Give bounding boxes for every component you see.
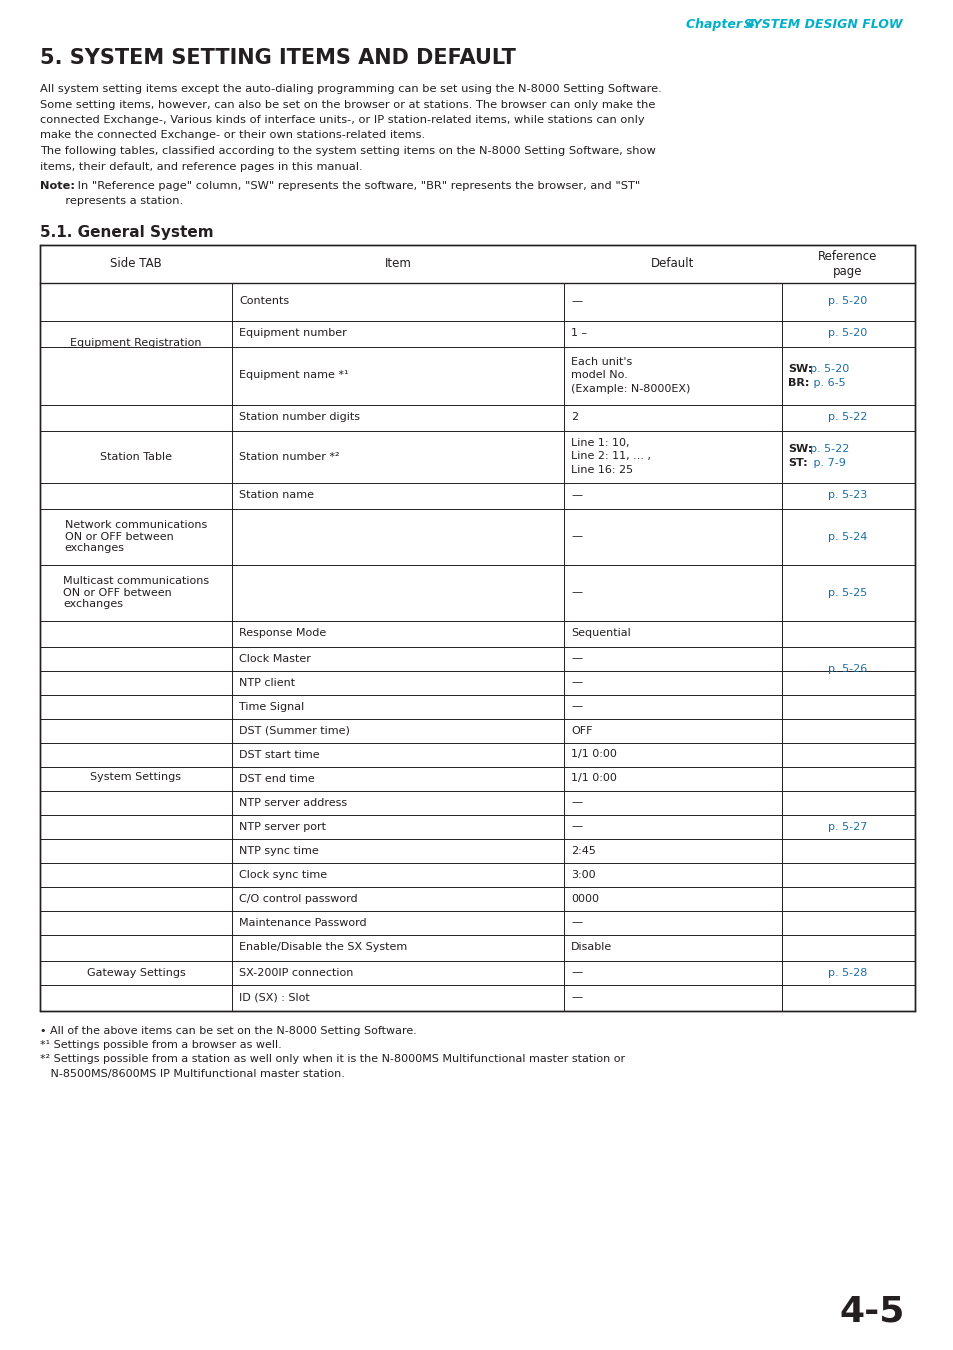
Text: DST (Summer time): DST (Summer time) (239, 725, 350, 736)
Text: SX-200IP connection: SX-200IP connection (239, 968, 353, 977)
Text: NTP server port: NTP server port (239, 822, 326, 832)
Text: Sequential: Sequential (571, 629, 630, 639)
Text: Some setting items, however, can also be set on the browser or at stations. The : Some setting items, however, can also be… (40, 100, 655, 109)
Text: p. 5-24: p. 5-24 (827, 532, 867, 541)
Text: OFF: OFF (571, 725, 592, 736)
Text: p. 5-20: p. 5-20 (827, 297, 866, 306)
Text: ID (SX) : Slot: ID (SX) : Slot (239, 992, 310, 1003)
Text: 5.1. General System: 5.1. General System (40, 224, 213, 239)
Text: Response Mode: Response Mode (239, 629, 326, 639)
Text: BR:: BR: (787, 378, 808, 387)
Text: —: — (571, 968, 581, 977)
Text: —: — (571, 798, 581, 807)
Text: model No.: model No. (571, 370, 627, 381)
Text: p. 6-5: p. 6-5 (809, 378, 844, 387)
Text: Station Table: Station Table (100, 451, 172, 462)
Text: p. 5-25: p. 5-25 (827, 587, 866, 598)
Text: —: — (571, 490, 581, 501)
Text: p. 5-20: p. 5-20 (827, 328, 866, 339)
Text: Clock sync time: Clock sync time (239, 869, 327, 879)
Text: —: — (571, 653, 581, 663)
Text: Default: Default (651, 256, 694, 270)
Text: p. 7-9: p. 7-9 (809, 459, 845, 468)
Text: Equipment number: Equipment number (239, 328, 346, 339)
Text: p. 5-22: p. 5-22 (809, 444, 848, 455)
Text: Clock Master: Clock Master (239, 653, 311, 663)
Text: SW:: SW: (787, 444, 812, 455)
Text: connected Exchange-, Various kinds of interface units-, or IP station-related it: connected Exchange-, Various kinds of in… (40, 115, 644, 126)
Text: —: — (571, 678, 581, 687)
Text: —: — (571, 587, 581, 598)
Text: All system setting items except the auto-dialing programming can be set using th: All system setting items except the auto… (40, 84, 661, 95)
Text: NTP server address: NTP server address (239, 798, 347, 807)
Text: 2:45: 2:45 (571, 845, 596, 856)
Text: —: — (571, 532, 581, 541)
Text: Line 16: 25: Line 16: 25 (571, 464, 633, 475)
Text: 4-5: 4-5 (839, 1295, 904, 1328)
Text: Station number digits: Station number digits (239, 413, 359, 423)
Text: 1/1 0:00: 1/1 0:00 (571, 774, 617, 783)
Text: NTP sync time: NTP sync time (239, 845, 318, 856)
Text: —: — (571, 822, 581, 832)
Text: SW:: SW: (787, 363, 812, 374)
Text: 0000: 0000 (571, 894, 598, 903)
Text: —: — (571, 918, 581, 927)
Text: DST end time: DST end time (239, 774, 314, 783)
Text: p. 5-22: p. 5-22 (827, 413, 867, 423)
Text: Equipment Registration: Equipment Registration (71, 339, 201, 348)
Text: p. 5-27: p. 5-27 (827, 822, 867, 832)
Text: The following tables, classified according to the system setting items on the N-: The following tables, classified accordi… (40, 146, 655, 157)
Text: 1/1 0:00: 1/1 0:00 (571, 749, 617, 760)
Text: —: — (571, 702, 581, 711)
Text: Station number *²: Station number *² (239, 451, 339, 462)
Text: 5. SYSTEM SETTING ITEMS AND DEFAULT: 5. SYSTEM SETTING ITEMS AND DEFAULT (40, 49, 516, 68)
Text: In "Reference page" column, "SW" represents the software, "BR" represents the br: In "Reference page" column, "SW" represe… (74, 181, 639, 190)
Text: Multicast communications
ON or OFF between
exchanges: Multicast communications ON or OFF betwe… (63, 576, 209, 609)
Text: —: — (571, 297, 581, 306)
Text: • All of the above items can be set on the N-8000 Setting Software.: • All of the above items can be set on t… (40, 1026, 416, 1037)
Text: make the connected Exchange- or their own stations-related items.: make the connected Exchange- or their ow… (40, 131, 425, 140)
Text: Station name: Station name (239, 490, 314, 501)
Bar (40, 244, 914, 1011)
Text: Gateway Settings: Gateway Settings (87, 968, 185, 977)
Text: SYSTEM DESIGN FLOW: SYSTEM DESIGN FLOW (734, 18, 902, 31)
Text: Line 1: 10,: Line 1: 10, (571, 437, 629, 448)
Text: C/O control password: C/O control password (239, 894, 357, 903)
Text: Maintenance Password: Maintenance Password (239, 918, 366, 927)
Text: *² Settings possible from a station as well only when it is the N-8000MS Multifu: *² Settings possible from a station as w… (40, 1054, 624, 1065)
Bar (40, 244, 914, 1011)
Text: System Settings: System Settings (91, 772, 181, 783)
Text: NTP client: NTP client (239, 678, 294, 687)
Text: items, their default, and reference pages in this manual.: items, their default, and reference page… (40, 162, 362, 171)
Text: N-8500MS/8600MS IP Multifunctional master station.: N-8500MS/8600MS IP Multifunctional maste… (40, 1068, 345, 1079)
Text: ST:: ST: (787, 459, 807, 468)
Text: Disable: Disable (571, 942, 612, 953)
Text: 2: 2 (571, 413, 578, 423)
Text: —: — (571, 992, 581, 1003)
Text: (Example: N-8000EX): (Example: N-8000EX) (571, 383, 690, 394)
Text: p. 5-28: p. 5-28 (827, 968, 867, 977)
Text: p. 5-26: p. 5-26 (827, 664, 866, 675)
Text: Note:: Note: (40, 181, 75, 190)
Text: Side TAB: Side TAB (110, 256, 162, 270)
Text: Contents: Contents (239, 297, 289, 306)
Text: Item: Item (384, 256, 411, 270)
Text: p. 5-23: p. 5-23 (827, 490, 866, 501)
Text: Chapter 4: Chapter 4 (685, 18, 755, 31)
Text: *¹ Settings possible from a browser as well.: *¹ Settings possible from a browser as w… (40, 1041, 281, 1050)
Text: 3:00: 3:00 (571, 869, 595, 879)
Text: Network communications
ON or OFF between
exchanges: Network communications ON or OFF between… (65, 520, 207, 554)
Text: Time Signal: Time Signal (239, 702, 304, 711)
Text: p. 5-20: p. 5-20 (809, 363, 848, 374)
Text: DST start time: DST start time (239, 749, 319, 760)
Text: Reference
page: Reference page (818, 250, 877, 278)
Text: represents a station.: represents a station. (40, 197, 183, 207)
Text: Each unit's: Each unit's (571, 356, 632, 367)
Text: Enable/Disable the SX System: Enable/Disable the SX System (239, 942, 407, 953)
Text: Line 2: 11, ... ,: Line 2: 11, ... , (571, 451, 650, 462)
Text: Equipment name *¹: Equipment name *¹ (239, 370, 348, 381)
Text: 1 –: 1 – (571, 328, 586, 339)
